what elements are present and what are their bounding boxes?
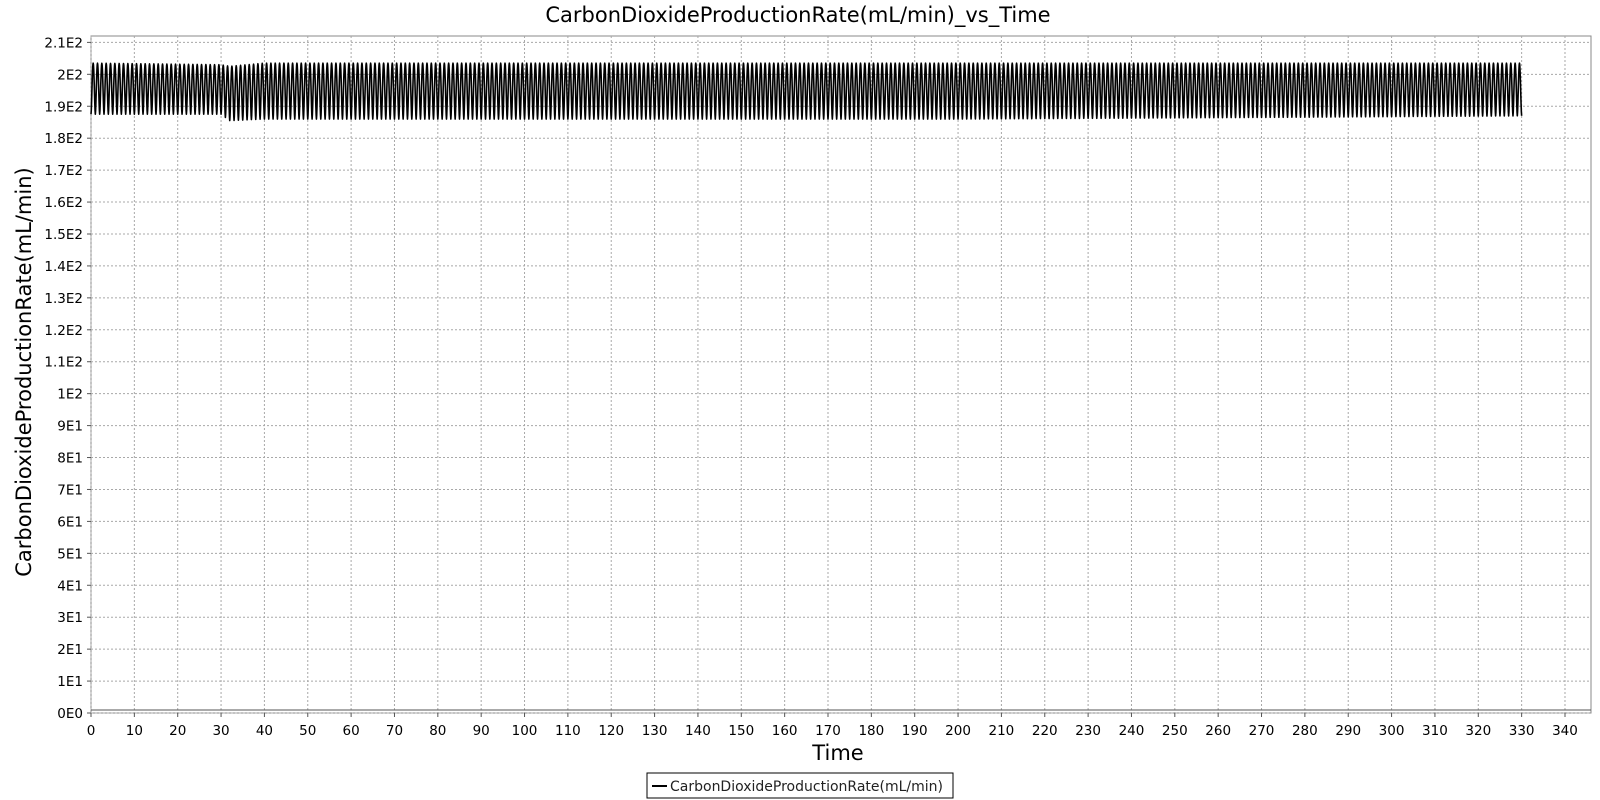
x-tick-label: 20 — [169, 723, 186, 739]
x-tick-label: 0 — [87, 723, 96, 739]
y-tick-label: 1E1 — [57, 674, 83, 690]
x-tick-label: 280 — [1292, 723, 1318, 739]
y-axis-title: CarbonDioxideProductionRate(mL/min) — [12, 167, 36, 576]
y-tick-label: 3E1 — [57, 610, 83, 626]
x-tick-label: 130 — [642, 723, 668, 739]
x-tick-label: 80 — [429, 723, 446, 739]
x-tick-label: 220 — [1032, 723, 1058, 739]
x-tick-label: 290 — [1335, 723, 1361, 739]
y-tick-label: 1E2 — [57, 387, 83, 403]
x-tick-label: 240 — [1119, 723, 1145, 739]
x-tick-label: 320 — [1465, 723, 1491, 739]
y-tick-label: 2.1E2 — [44, 35, 83, 51]
x-tick-label: 110 — [555, 723, 581, 739]
x-tick-label: 60 — [343, 723, 360, 739]
chart-title: CarbonDioxideProductionRate(mL/min)_vs_T… — [545, 3, 1050, 28]
y-tick-label: 1.4E2 — [44, 259, 83, 275]
y-tick-label: 1.8E2 — [44, 131, 83, 147]
y-tick-label: 1.2E2 — [44, 323, 83, 339]
y-tick-label: 2E1 — [57, 642, 83, 658]
x-tick-label: 340 — [1552, 723, 1578, 739]
x-tick-label: 90 — [473, 723, 490, 739]
y-axis-ticks: 0E0 1E1 2E1 3E1 4E1 5E1 6E1 7E1 8E1 9E1 1E2 1.1E2 1.… — [44, 35, 91, 722]
x-tick-label: 10 — [126, 723, 143, 739]
x-tick-label: 40 — [256, 723, 273, 739]
legend: CarbonDioxideProductionRate(mL/min) — [646, 772, 954, 799]
x-tick-label: 200 — [945, 723, 971, 739]
x-tick-label: 160 — [772, 723, 798, 739]
y-tick-label: 2E2 — [57, 67, 83, 83]
x-tick-label: 210 — [989, 723, 1015, 739]
x-tick-label: 310 — [1422, 723, 1448, 739]
y-tick-label: 6E1 — [57, 514, 83, 530]
x-axis-ticks: 0 10 20 30 40 50 60 70 80 90 100 110 120 130 140 150 160… — [87, 713, 1578, 739]
y-tick-label: 1.7E2 — [44, 163, 83, 179]
x-axis-title: Time — [811, 741, 863, 765]
x-tick-label: 230 — [1075, 723, 1101, 739]
x-tick-label: 70 — [386, 723, 403, 739]
x-tick-label: 120 — [598, 723, 624, 739]
series-group — [90, 62, 1523, 122]
y-tick-label: 1.9E2 — [44, 99, 83, 115]
plot-area — [90, 35, 1592, 714]
y-tick-label: 9E1 — [57, 419, 83, 435]
x-tick-label: 270 — [1249, 723, 1275, 739]
series-line-0 — [90, 62, 1523, 122]
x-tick-label: 260 — [1205, 723, 1231, 739]
y-tick-label: 0E0 — [57, 706, 83, 722]
y-tick-label: 4E1 — [57, 578, 83, 594]
y-tick-label: 1.1E2 — [44, 355, 83, 371]
y-tick-label: 8E1 — [57, 451, 83, 467]
legend-label: CarbonDioxideProductionRate(mL/min) — [670, 779, 943, 795]
y-tick-label: 1.6E2 — [44, 195, 83, 211]
x-tick-label: 140 — [685, 723, 711, 739]
x-tick-label: 300 — [1379, 723, 1405, 739]
x-tick-label: 150 — [728, 723, 754, 739]
x-tick-label: 30 — [212, 723, 229, 739]
x-tick-label: 180 — [858, 723, 884, 739]
x-tick-label: 330 — [1509, 723, 1535, 739]
grid — [90, 36, 1591, 714]
y-tick-label: 1.3E2 — [44, 291, 83, 307]
x-tick-label: 50 — [299, 723, 316, 739]
x-tick-label: 100 — [512, 723, 538, 739]
x-tick-label: 190 — [902, 723, 928, 739]
x-tick-label: 170 — [815, 723, 841, 739]
y-tick-label: 1.5E2 — [44, 227, 83, 243]
y-tick-label: 5E1 — [57, 546, 83, 562]
y-tick-label: 7E1 — [57, 482, 83, 498]
x-tick-label: 250 — [1162, 723, 1188, 739]
